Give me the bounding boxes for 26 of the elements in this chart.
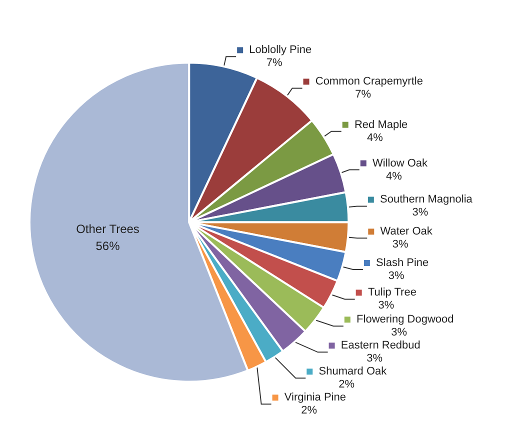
data-label: 3% [378,300,394,312]
legend-label: Flowering Dogwood [356,314,454,326]
data-label: 7% [266,57,282,70]
data-label: 3% [388,270,404,282]
legend-label: Loblolly Pine [249,44,312,56]
data-label: 7% [355,88,372,101]
data-label: 2% [338,378,355,391]
legend-label: Southern Magnolia [380,194,474,206]
data-label: 3% [391,326,408,339]
data-label: 3% [392,238,408,251]
data-label: 3% [412,206,428,219]
slice-label: Other Trees [76,222,140,236]
data-label: 4% [386,170,402,182]
legend-label: Slash Pine [376,257,429,270]
legend-label: Eastern Redbud [340,340,420,352]
data-label: 4% [367,132,384,144]
legend-label: Shumard Oak [318,366,388,378]
legend-label: Common Crapemyrtle [315,76,423,88]
legend-label: Willow Oak [372,157,428,170]
data-label: 3% [366,352,383,365]
data-label: 2% [301,404,318,417]
legend-label: Red Maple [354,118,408,131]
data-label: 56% [96,239,120,254]
legend-label: Water Oak [380,226,433,238]
legend-label: Virginia Pine [284,392,346,404]
legend-label: Tulip Tree [368,286,416,299]
